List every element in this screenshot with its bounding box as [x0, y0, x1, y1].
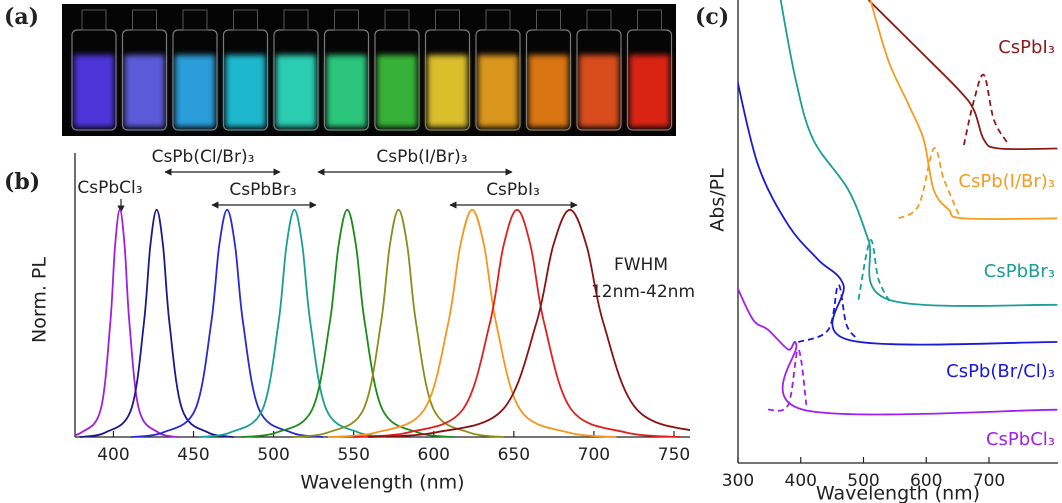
spectrum	[327, 208, 617, 438]
spectrum	[353, 208, 681, 438]
vial-cap	[334, 9, 359, 31]
vial-cap	[435, 9, 460, 31]
spectrum	[368, 208, 690, 438]
vial-glow	[478, 55, 518, 127]
spectrum	[198, 208, 391, 438]
panel-label: (a)	[4, 4, 39, 30]
vial-glow	[276, 55, 316, 127]
spectrum	[963, 73, 1010, 146]
vial-glow	[225, 55, 266, 127]
vial-cap	[485, 9, 511, 31]
x-tick-label: 400	[97, 445, 129, 465]
vial-photo	[62, 4, 676, 136]
series-label: CsPb(Br/Cl)₃	[946, 361, 1055, 382]
x-tick-label: 450	[177, 445, 209, 465]
vial-glow	[427, 55, 468, 127]
spectrum	[767, 348, 808, 412]
x-tick-label: 700	[578, 445, 610, 465]
vial-cap	[536, 9, 561, 31]
y-axis-label: Norm. PL	[29, 257, 51, 343]
x-tick-label: 550	[337, 445, 369, 465]
spectrum	[79, 208, 234, 438]
spectrum	[738, 286, 1058, 416]
vial-cap	[637, 9, 662, 31]
series-label: CsPbCl₃	[986, 429, 1055, 450]
vial-glow	[74, 55, 114, 127]
vial-cap	[81, 9, 107, 31]
x-tick-label: 650	[498, 445, 530, 465]
spectrum	[857, 239, 892, 304]
vial-glow	[579, 55, 619, 127]
series-label: CsPbBr₃	[984, 261, 1055, 282]
spectrum	[797, 283, 860, 343]
annotation: CsPbCl₃	[77, 178, 142, 198]
vial-glow	[326, 55, 367, 127]
x-axis-label: Wavelength (nm)	[300, 472, 464, 494]
vial-cap	[182, 9, 208, 31]
annotation: FWHM	[614, 255, 668, 275]
vial-glow	[377, 55, 417, 127]
x-tick-label: 300	[722, 471, 754, 491]
spectrum	[867, 0, 1058, 151]
series-label: CsPbI₃	[998, 37, 1055, 58]
x-tick-label: 600	[418, 445, 450, 465]
vial-glow	[124, 55, 165, 127]
annotation: CsPbI₃	[486, 180, 540, 200]
spectrum	[779, 0, 1058, 307]
spectrum	[292, 208, 505, 438]
plot-area	[738, 0, 1058, 416]
x-tick-label: 600	[910, 471, 942, 491]
vial-cap	[586, 9, 612, 31]
vial-glow	[528, 55, 569, 127]
panel-label: (c)	[695, 4, 729, 30]
x-axis-label: Wavelength (nm)	[816, 483, 980, 503]
vial-cap	[283, 9, 309, 31]
vial-cap	[233, 9, 258, 31]
annotation: CsPb(I/Br)₃	[376, 147, 467, 167]
annotation: CsPb(Cl/Br)₃	[152, 147, 255, 167]
vial-cap	[384, 9, 410, 31]
x-tick-label: 750	[658, 445, 690, 465]
spectrum	[869, 0, 1058, 220]
annotation: 12nm-42nm	[591, 282, 695, 302]
vial-glow	[175, 55, 215, 127]
spectrum	[898, 147, 960, 220]
annotation: CsPbBr₃	[229, 180, 296, 200]
x-tick-label: 500	[257, 445, 289, 465]
series-label: CsPb(I/Br)₃	[958, 171, 1055, 192]
x-tick-label: 700	[973, 471, 1005, 491]
spectrum	[130, 208, 324, 438]
vial-glow	[629, 55, 670, 127]
x-tick-label: 400	[785, 471, 817, 491]
annotations: CsPbCl₃ CsPb(Cl/Br)₃ CsPbBr₃ CsPb(I/Br)₃…	[77, 147, 695, 302]
x-tick-label: 500	[847, 471, 879, 491]
spectrum	[738, 79, 1058, 346]
vial-cap	[132, 9, 157, 31]
plot-area	[75, 208, 690, 438]
spectrum	[241, 208, 454, 438]
panel-label: (b)	[4, 169, 40, 195]
spectrum	[75, 208, 178, 438]
y-axis-label: Abs/PL	[707, 168, 729, 232]
